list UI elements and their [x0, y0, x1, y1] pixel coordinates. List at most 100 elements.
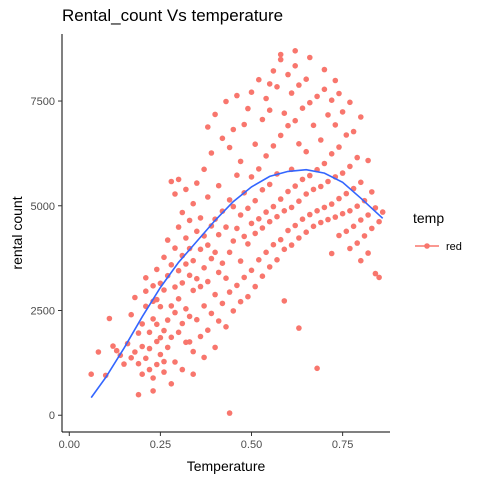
- data-point: [212, 216, 218, 222]
- data-point: [277, 51, 284, 58]
- data-point: [339, 109, 346, 115]
- data-point: [175, 267, 182, 274]
- data-point: [252, 141, 258, 147]
- data-point: [215, 318, 222, 324]
- y-tick-label: 7500: [31, 96, 55, 108]
- data-point: [347, 99, 353, 106]
- data-point: [201, 303, 207, 309]
- data-point: [146, 329, 153, 336]
- data-point: [325, 112, 331, 118]
- data-point: [190, 200, 196, 207]
- y-axis-title: rental count: [9, 196, 25, 269]
- data-point: [143, 288, 149, 295]
- data-point: [150, 316, 156, 322]
- data-point: [270, 203, 277, 210]
- data-point: [190, 371, 196, 378]
- data-point: [281, 208, 288, 214]
- data-point: [303, 191, 310, 197]
- data-point: [325, 178, 331, 185]
- data-point: [318, 219, 324, 226]
- data-point: [175, 176, 182, 183]
- data-point: [255, 257, 262, 263]
- data-point: [354, 240, 361, 246]
- data-point: [143, 275, 149, 281]
- data-point: [255, 216, 262, 222]
- data-point: [154, 361, 160, 368]
- data-point: [336, 90, 342, 97]
- data-point: [307, 172, 313, 179]
- data-point: [369, 189, 375, 195]
- data-point: [128, 355, 134, 361]
- data-point: [154, 321, 160, 328]
- data-point: [172, 284, 178, 290]
- data-point: [248, 267, 255, 274]
- data-point: [234, 282, 240, 289]
- data-point: [194, 275, 200, 282]
- data-point: [237, 158, 244, 165]
- data-point: [292, 117, 299, 124]
- data-point: [358, 179, 364, 186]
- data-point: [208, 255, 215, 262]
- data-point: [310, 223, 317, 230]
- data-point: [354, 203, 361, 209]
- data-point: [215, 231, 222, 238]
- data-point: [205, 124, 211, 130]
- data-point: [296, 198, 302, 204]
- data-point: [281, 246, 288, 253]
- data-point: [307, 99, 313, 106]
- data-point: [248, 89, 255, 95]
- y-tick-label: 0: [49, 410, 55, 422]
- data-point: [343, 228, 350, 235]
- data-point: [379, 209, 386, 215]
- data-point: [241, 121, 247, 128]
- data-point: [372, 270, 379, 277]
- data-point: [219, 135, 226, 142]
- data-point: [314, 93, 320, 100]
- data-point: [186, 217, 193, 224]
- data-point: [205, 278, 211, 285]
- data-point: [296, 82, 302, 88]
- data-point: [161, 358, 167, 365]
- data-point: [321, 160, 328, 167]
- data-point: [157, 334, 164, 341]
- data-point: [205, 194, 211, 200]
- data-point: [332, 77, 339, 84]
- data-point: [332, 122, 339, 128]
- data-point: [179, 366, 186, 373]
- legend: temp red: [413, 210, 462, 253]
- axes-layer: 0.00 0.25 0.50 0.75 0 2500 5000 7500 Temperature…: [9, 34, 390, 474]
- data-point: [285, 122, 291, 129]
- data-point: [135, 391, 142, 398]
- data-point: [237, 298, 244, 305]
- data-point: [361, 233, 368, 239]
- data-point: [339, 170, 346, 176]
- data-point: [161, 287, 167, 293]
- data-point: [255, 166, 262, 172]
- data-point: [343, 190, 350, 197]
- data-point: [303, 76, 310, 82]
- data-point: [299, 176, 306, 183]
- data-point: [248, 220, 255, 227]
- data-point: [285, 71, 291, 78]
- data-point: [186, 313, 193, 320]
- data-point: [179, 280, 186, 286]
- data-point: [110, 343, 116, 349]
- data-point: [266, 264, 273, 270]
- data-point: [358, 217, 364, 223]
- data-point: [194, 316, 200, 323]
- data-point: [168, 262, 175, 268]
- data-point: [358, 257, 364, 264]
- data-point: [106, 315, 113, 322]
- data-point: [332, 214, 339, 220]
- data-point: [183, 261, 189, 267]
- data-point: [328, 201, 335, 207]
- data-point: [241, 233, 247, 240]
- data-point: [270, 241, 277, 248]
- data-point: [212, 291, 218, 298]
- data-point: [292, 222, 299, 229]
- data-point: [318, 137, 324, 143]
- data-point: [208, 150, 215, 156]
- data-point: [197, 246, 204, 253]
- data-point: [205, 327, 211, 334]
